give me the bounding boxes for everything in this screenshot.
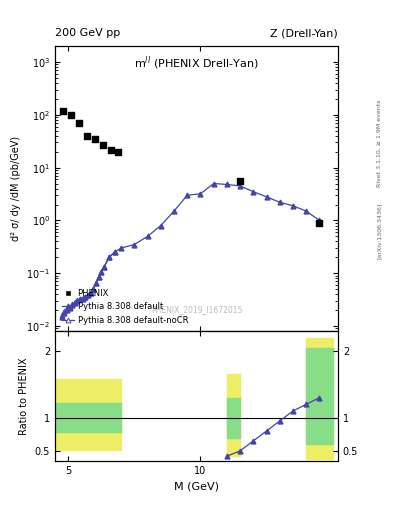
Bar xyxy=(227,398,240,438)
Y-axis label: Ratio to PHENIX: Ratio to PHENIX xyxy=(19,357,29,435)
Text: Rivet 3.1.10, ≥ 1.9M events: Rivet 3.1.10, ≥ 1.9M events xyxy=(377,100,382,187)
Point xyxy=(84,132,90,140)
Point xyxy=(316,219,323,227)
Bar xyxy=(227,374,240,456)
Text: 200 GeV pp: 200 GeV pp xyxy=(55,28,120,38)
X-axis label: M (GeV): M (GeV) xyxy=(174,481,219,491)
Text: m$^{ll}$ (PHENIX Drell-Yan): m$^{ll}$ (PHENIX Drell-Yan) xyxy=(134,55,259,72)
Point xyxy=(92,135,98,143)
Bar xyxy=(55,403,121,432)
Bar xyxy=(306,338,333,459)
Text: Z (Drell-Yan): Z (Drell-Yan) xyxy=(270,28,338,38)
Legend: PHENIX, Pythia 8.308 default, Pythia 8.308 default-noCR: PHENIX, Pythia 8.308 default, Pythia 8.3… xyxy=(59,287,191,327)
Point xyxy=(107,145,114,154)
Point xyxy=(76,119,82,127)
Text: [arXiv:1306.3436]: [arXiv:1306.3436] xyxy=(377,202,382,259)
Point xyxy=(237,177,243,185)
Bar xyxy=(55,379,121,450)
Point xyxy=(68,111,74,119)
Point xyxy=(60,106,66,115)
Point xyxy=(99,141,106,149)
Text: PHENIX_2019_I1672015: PHENIX_2019_I1672015 xyxy=(151,305,242,314)
Point xyxy=(115,147,121,156)
Y-axis label: d² σ/ dy /dM (pb/GeV): d² σ/ dy /dM (pb/GeV) xyxy=(11,136,21,241)
Bar xyxy=(306,348,333,444)
